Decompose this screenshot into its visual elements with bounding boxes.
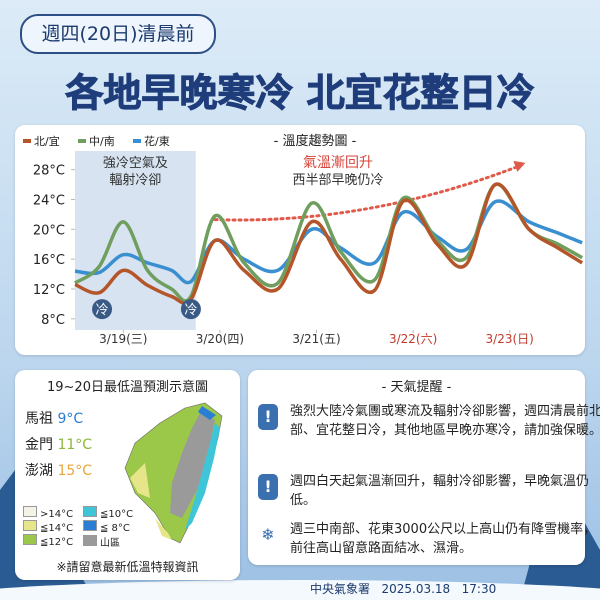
- island-row: 澎湖 15°C: [25, 460, 92, 486]
- map-title: 19~20日最低溫預測示意圖: [47, 380, 208, 395]
- cold-marker: [92, 299, 113, 320]
- chart-panel: 強冷空氣及 輻射冷卻 - 溫度趨勢圖 - 北/宜 中/南 花/東 8°C 12°C 16°C 20…: [15, 125, 585, 355]
- island-temp: 15°C: [57, 463, 93, 479]
- footer-date: 2025.03.18: [381, 582, 451, 596]
- temp-line: [74, 182, 584, 305]
- footer-agency: 中央氣象署: [310, 582, 371, 596]
- island-name: 金門: [25, 437, 53, 453]
- map-panel: 19~20日最低溫預測示意圖 馬祖 9°C 金門 11°C 澎湖 15°C >14°…: [15, 370, 240, 580]
- y-tick-label: 20°C: [33, 223, 65, 238]
- islands: 馬祖 9°C 金門 11°C 澎湖 15°C: [25, 408, 92, 486]
- island-name: 馬祖: [25, 411, 53, 427]
- notice-title: - 天氣提醒 -: [381, 380, 452, 395]
- notice: ❄ 週三中南部、花東3000公尺以上高山仍有降雪機率，前往高山留意路面結冰、濕滑。: [258, 520, 600, 558]
- cold-marker-label: 冷: [184, 303, 197, 318]
- legend-label: 花/東: [144, 135, 170, 148]
- header-time: 週四(20日)清晨前: [20, 14, 216, 54]
- island-temp: 9°C: [57, 411, 84, 427]
- legend-label: 北/宜: [34, 134, 60, 148]
- y-tick-label: 12°C: [33, 283, 65, 298]
- y-tick-label: 8°C: [41, 313, 65, 328]
- footer-time: 17:30: [461, 582, 497, 596]
- cold-marker-label: 冷: [96, 303, 109, 318]
- legend-label: 山區: [100, 538, 120, 549]
- footer: 中央氣象署 2025.03.18 17:30: [310, 580, 496, 597]
- temp-line: [74, 199, 583, 285]
- header-title: 各地早晚寒冷 北宜花整日冷: [65, 71, 535, 116]
- legend-item: 山區: [83, 534, 120, 549]
- legend-label: ≦14°C: [40, 523, 74, 534]
- y-tick-label: 16°C: [33, 253, 65, 268]
- legend-label: >14°C: [40, 509, 74, 520]
- legend-swatch: [83, 506, 97, 517]
- map-note: ※請留意最新低溫特報資訊: [56, 560, 199, 574]
- cold-marker: [180, 299, 201, 320]
- legend-swatch: [83, 535, 97, 546]
- legend-label: ≦12°C: [40, 537, 74, 548]
- legend-label: ≦ 8°C: [100, 523, 130, 534]
- notice-text: 週四白天起氣溫漸回升，輻射冷卻影響，早晚氣溫仍低。: [290, 474, 590, 508]
- trend-arrowhead: [513, 160, 526, 172]
- legend-label: 中/南: [89, 135, 115, 148]
- notice-text: 週三中南部、花東3000公尺以上高山仍有降雪機率，前往高山留意路面結冰、濕滑。: [290, 522, 597, 556]
- legend-swatch: [23, 520, 37, 531]
- island-row: 馬祖 9°C: [25, 408, 92, 434]
- taiwan-map: [124, 402, 223, 544]
- x-tick-label: 3/22(六): [389, 332, 437, 346]
- x-tick-label: 3/23(日): [486, 332, 534, 346]
- legend-item: ≦10°C: [83, 506, 133, 520]
- island-name: 澎湖: [25, 463, 53, 479]
- notice-panel: - 天氣提醒 - ! 強烈大陸冷氣團或寒流及輻射冷卻影響，週四清晨前北部、宜花整日…: [248, 370, 600, 565]
- island-row: 金門 11°C: [25, 434, 92, 460]
- legend-item: >14°C: [23, 506, 73, 520]
- legend-swatch: [23, 506, 37, 517]
- legend-swatch: [83, 520, 97, 531]
- shade-label: 輻射冷卻: [109, 172, 161, 188]
- notice-icon: !: [258, 474, 278, 500]
- x-tick-label: 3/19(三): [99, 332, 147, 346]
- legend-label: ≦10°C: [100, 509, 134, 520]
- trend-arrow: [213, 164, 521, 222]
- y-tick-label: 24°C: [33, 193, 65, 208]
- shade-label: 強冷空氣及: [103, 156, 168, 171]
- notice: ! 週四白天起氣溫漸回升，輻射冷卻影響，早晚氣溫仍低。: [258, 472, 600, 510]
- legend-item: ≦ 8°C: [83, 520, 130, 534]
- x-tick-label: 3/20(四): [196, 332, 244, 346]
- notice-icon: ❄: [261, 525, 275, 544]
- notice: ! 強烈大陸冷氣團或寒流及輻射冷卻影響，週四清晨前北部、宜花整日冷，其他地區早晚亦…: [258, 402, 600, 440]
- legend-item: ≦12°C: [23, 534, 73, 548]
- chart-title: - 溫度趨勢圖 -: [274, 133, 357, 149]
- y-tick-label: 28°C: [33, 164, 65, 179]
- notice-text: 強烈大陸冷氣團或寒流及輻射冷卻影響，週四清晨前北部、宜花整日冷，其他地區早晚亦寒…: [290, 404, 600, 438]
- legend-swatch: [23, 534, 37, 545]
- x-tick-label: 3/21(五): [292, 332, 340, 346]
- island-temp: 11°C: [57, 437, 93, 453]
- legend-item: ≦14°C: [23, 520, 73, 534]
- notice-icon: !: [258, 404, 278, 430]
- trend-label: 氣溫漸回升: [303, 155, 373, 171]
- trend-sub: 西半部早晚仍冷: [292, 173, 383, 188]
